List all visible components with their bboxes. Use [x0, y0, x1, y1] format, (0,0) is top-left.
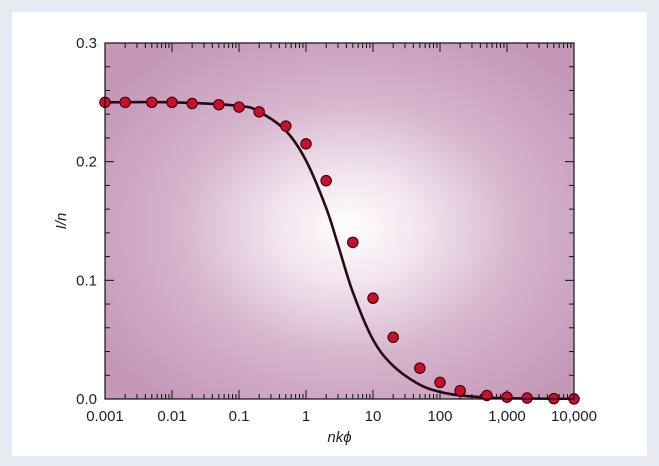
plot-border [104, 42, 575, 400]
x-tick-label: 1,000 [488, 408, 526, 425]
fit-curve [104, 100, 575, 401]
y-tick-label: 0.0 [76, 391, 97, 408]
data-point [434, 376, 446, 389]
data-point [454, 384, 466, 397]
data-point [186, 97, 198, 110]
data-point [387, 331, 399, 344]
x-tick-label: 10,000 [551, 408, 597, 425]
plot-area [105, 43, 574, 399]
x-tick-label: 0.001 [86, 408, 124, 425]
data-point [233, 101, 245, 113]
data-point [146, 96, 158, 109]
data-point [166, 96, 178, 109]
data-point [280, 120, 292, 132]
data-point [347, 236, 359, 249]
x-tick-label: 0.01 [157, 408, 186, 425]
y-axis-title: I/n [53, 213, 70, 230]
data-point [320, 174, 332, 187]
y-tick-label: 0.3 [76, 35, 97, 52]
x-tick-label: 0.1 [229, 408, 250, 425]
y-tick-label: 0.2 [76, 154, 97, 171]
data-point [300, 138, 312, 150]
chart: 0.001 0.01 0.1 1 10 100 1,000 10,000 0.0 0.1 0.2 0.… [53, 35, 597, 446]
data-point [367, 292, 379, 304]
data-point [521, 392, 533, 404]
x-axis-title: nkϕ [327, 429, 351, 446]
x-tick-label: 1 [302, 408, 310, 425]
y-tick-label: 0.1 [76, 272, 97, 289]
data-point [501, 391, 513, 403]
x-tick-label: 10 [365, 408, 382, 425]
data-point [481, 389, 493, 402]
data-point [213, 98, 225, 111]
data-point [119, 96, 131, 109]
data-point [414, 362, 426, 374]
data-point [253, 106, 265, 118]
x-tick-label: 100 [427, 408, 452, 425]
chart-frame: 0.001 0.01 0.1 1 10 100 1,000 10,000 0.0 0.1 0.2 0.… [12, 12, 647, 456]
